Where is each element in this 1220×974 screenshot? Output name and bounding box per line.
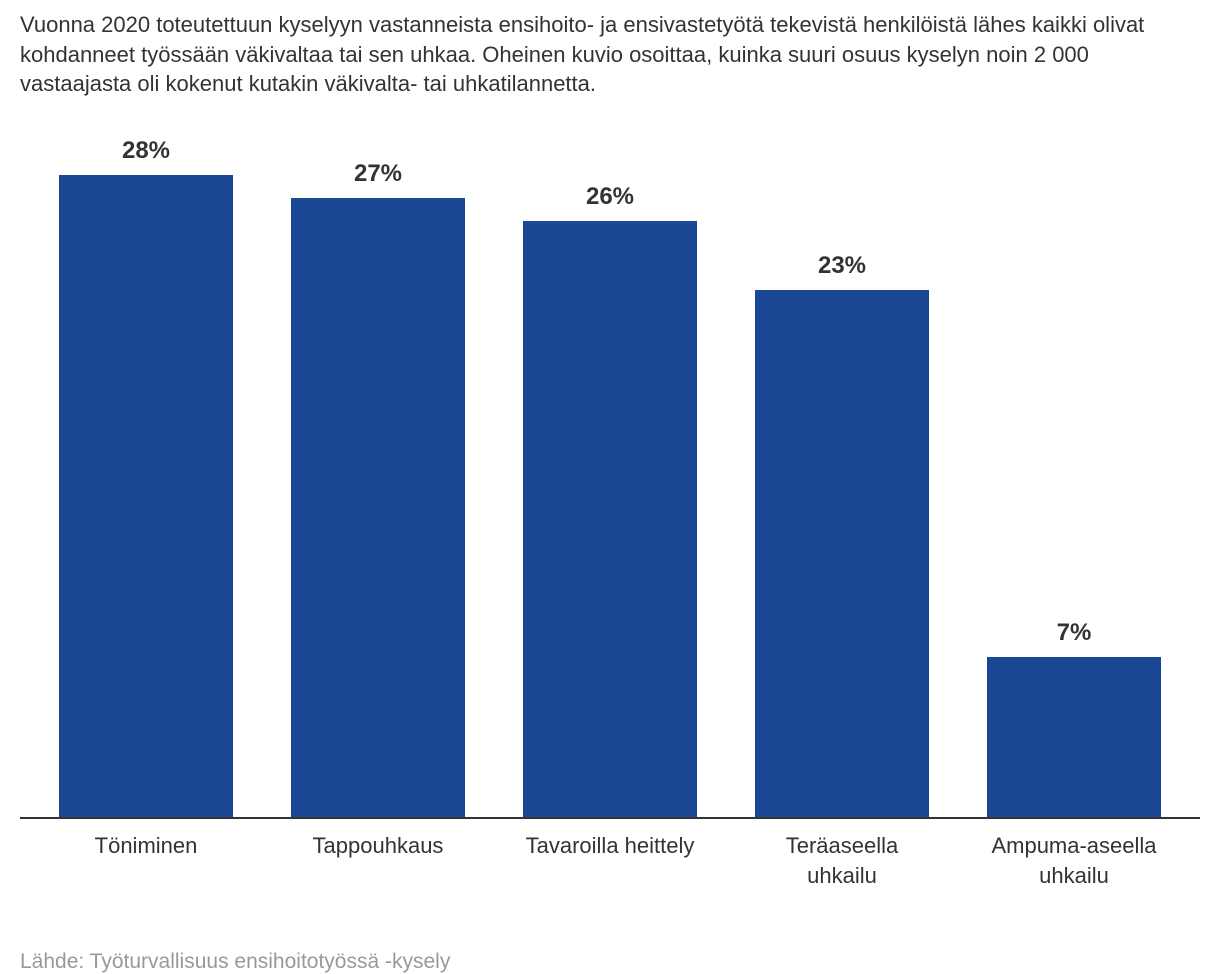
- source-text: Lähde: Työturvallisuus ensihoitotyössä -…: [20, 950, 1200, 974]
- chart-x-axis: Töniminen Tappouhkaus Tavaroilla heittel…: [20, 819, 1200, 890]
- bar: [59, 175, 233, 817]
- bar: [291, 198, 465, 817]
- x-axis-label: Teräaseella uhkailu: [726, 831, 958, 890]
- bar-value-label: 26%: [586, 183, 634, 211]
- x-axis-label: Töniminen: [30, 831, 262, 890]
- bar-value-label: 28%: [122, 137, 170, 165]
- bar-value-label: 23%: [818, 252, 866, 280]
- bar-column: 26%: [494, 129, 726, 817]
- bar-value-label: 27%: [354, 160, 402, 188]
- bar-chart: 28% 27% 26% 23% 7% Töniminen Tap: [20, 129, 1200, 910]
- chart-plot-area: 28% 27% 26% 23% 7%: [20, 129, 1200, 819]
- bar-column: 27%: [262, 129, 494, 817]
- x-axis-label: Tavaroilla heittely: [494, 831, 726, 890]
- bar-value-label: 7%: [1057, 619, 1092, 647]
- x-axis-label: Ampuma-aseella uhkailu: [958, 831, 1190, 890]
- intro-paragraph: Vuonna 2020 toteutettuun kyselyyn vastan…: [20, 10, 1200, 99]
- bar-column: 7%: [958, 129, 1190, 817]
- bar-column: 28%: [30, 129, 262, 817]
- page: Vuonna 2020 toteutettuun kyselyyn vastan…: [0, 0, 1220, 974]
- bar-column: 23%: [726, 129, 958, 817]
- x-axis-label: Tappouhkaus: [262, 831, 494, 890]
- bar: [755, 290, 929, 817]
- bar: [523, 221, 697, 817]
- bar: [987, 657, 1161, 818]
